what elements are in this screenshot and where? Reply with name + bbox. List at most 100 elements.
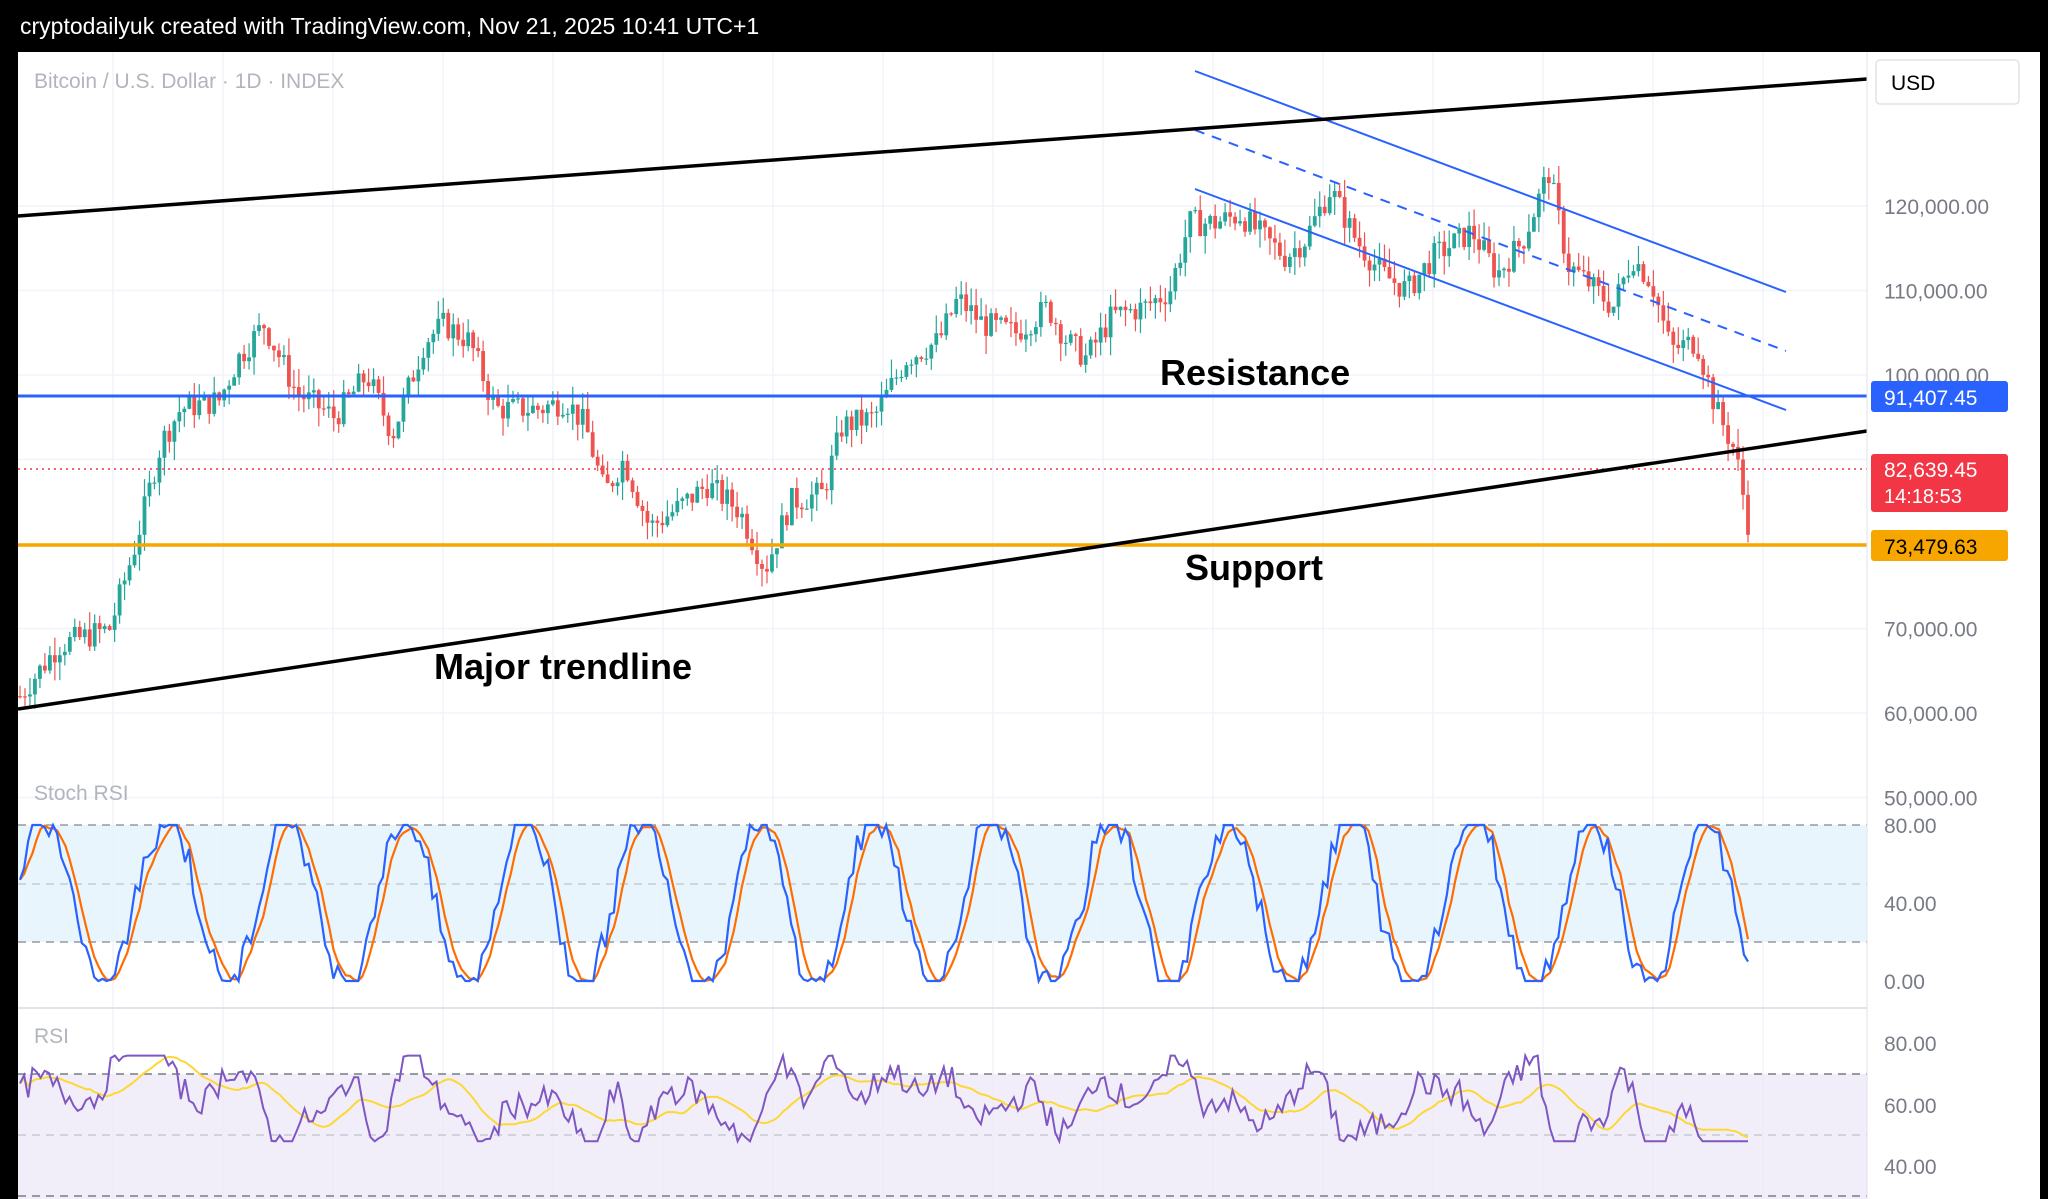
candle-body [789, 488, 794, 526]
candle-body [909, 364, 914, 366]
candle-body [575, 404, 580, 425]
candle-body [580, 408, 585, 425]
candle-body [1073, 334, 1078, 337]
candle-body [824, 489, 829, 491]
candle-body [1277, 242, 1282, 256]
candle-body [1198, 210, 1203, 237]
candle-body [1706, 374, 1711, 378]
candle-body [1397, 282, 1402, 297]
candle-body [1541, 177, 1546, 194]
stoch-rsi-label[interactable]: Stoch RSI [34, 782, 129, 805]
candle-body [924, 358, 929, 360]
candle-body [904, 365, 909, 377]
candle-body [1447, 248, 1452, 257]
rsi-band [18, 1074, 1867, 1199]
price-scale[interactable] [1867, 52, 2040, 1199]
candle-body [296, 387, 301, 395]
price-tick-label: 50,000.00 [1884, 788, 1977, 811]
candle-body [516, 398, 520, 400]
symbol-title[interactable]: Bitcoin / U.S. Dollar · 1D · INDEX [34, 70, 344, 93]
candle-body [879, 397, 884, 412]
candle-body [252, 331, 256, 358]
candle-body [1123, 306, 1128, 311]
candle-body [242, 353, 246, 362]
candle-body [1332, 191, 1337, 198]
candle-body [1327, 197, 1332, 214]
candle-body [287, 355, 291, 387]
currency-box[interactable] [1875, 59, 2020, 105]
candle-body [451, 324, 456, 339]
candle-body [207, 394, 212, 414]
candle-body [172, 421, 177, 442]
caption-bar: cryptodailyuk created with TradingView.c… [0, 0, 2048, 52]
price-tick-label: 60,000.00 [1884, 703, 1977, 726]
candle-body [1228, 212, 1232, 217]
candle-body [1208, 215, 1213, 224]
candle-body [1093, 339, 1098, 343]
candle-body [1173, 268, 1178, 292]
upper-trendline[interactable] [17, 77, 1868, 218]
channel-upper[interactable] [1194, 70, 1787, 293]
candle-body [979, 316, 984, 320]
candle-body [1238, 221, 1242, 224]
currency-label: USD [1891, 72, 1935, 95]
candle-body [366, 382, 371, 387]
candle-body [1282, 255, 1287, 267]
support-price-label: 73,479.63 [1884, 536, 1977, 559]
candle-body [1586, 271, 1591, 287]
major-trendline[interactable] [17, 429, 1868, 711]
candle-body [1108, 306, 1113, 338]
candle-body [745, 513, 749, 539]
channel-mid[interactable] [1194, 129, 1787, 352]
candle-body [630, 480, 635, 492]
candle-body [147, 482, 152, 497]
candle-body [406, 377, 411, 397]
candle-body [1178, 262, 1183, 269]
candle-body [999, 317, 1003, 320]
candle-body [1048, 301, 1053, 323]
candle-body [132, 554, 137, 566]
candle-body [127, 565, 132, 581]
candle-body [1666, 320, 1671, 332]
candle-body [291, 386, 296, 388]
candle-body [844, 416, 849, 437]
candle-body [660, 522, 665, 526]
candle-body [1741, 459, 1745, 495]
candle-body [1322, 206, 1327, 214]
candle-body [446, 312, 451, 339]
candle-body [1601, 285, 1606, 302]
candle-body [939, 333, 944, 336]
candle-body [52, 655, 57, 663]
rsi-line [19, 1051, 1748, 1145]
candle-body [974, 305, 979, 320]
candle-body [1133, 309, 1138, 320]
candle-body [994, 313, 998, 320]
channel-lower[interactable] [1194, 188, 1787, 411]
candle-body [1098, 327, 1103, 343]
candle-body [197, 400, 202, 416]
candle-body [391, 435, 396, 439]
candle-body [839, 432, 844, 437]
candle-body [1153, 298, 1158, 304]
candle-body [1392, 278, 1397, 283]
candle-body [1273, 238, 1277, 243]
candle-body [536, 405, 540, 410]
candle-body [1571, 266, 1576, 273]
candle-body [1442, 241, 1447, 257]
candle-body [1477, 239, 1481, 250]
candle-body [740, 513, 744, 518]
candle-body [765, 568, 769, 572]
candle-body [1113, 306, 1118, 311]
rsi-label[interactable]: RSI [34, 1025, 69, 1048]
annotation-support: Support [1185, 547, 1323, 588]
candle-body [989, 313, 993, 336]
candle-body [954, 298, 959, 314]
candle-body [386, 415, 391, 436]
candle-body [620, 460, 625, 483]
candle-body [491, 396, 495, 400]
candle-body [794, 488, 799, 508]
candle-body [351, 391, 356, 395]
candle-body [819, 482, 824, 490]
candle-body [1387, 267, 1392, 279]
